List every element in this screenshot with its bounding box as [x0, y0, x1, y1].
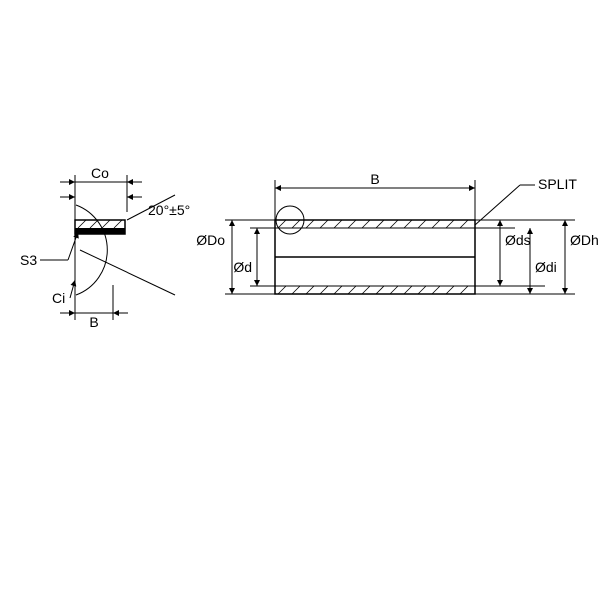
label-d: Ød	[233, 259, 252, 275]
label-b-left: B	[89, 314, 98, 330]
label-split: SPLIT	[538, 176, 577, 192]
hatch-top	[278, 220, 468, 228]
technical-drawing: Co 20°±5° S3 Ci	[0, 0, 600, 600]
label-co: Co	[91, 165, 109, 181]
label-di: Ødi	[535, 259, 557, 275]
label-s3: S3	[20, 252, 37, 268]
black-band	[75, 228, 125, 234]
hatch-bottom	[278, 286, 468, 294]
label-ci: Ci	[52, 290, 65, 306]
label-ds: Øds	[505, 232, 531, 248]
left-section-view: Co 20°±5° S3 Ci	[20, 165, 190, 330]
label-b-right: B	[370, 171, 379, 187]
label-dh: ØDh	[570, 232, 599, 248]
label-angle: 20°±5°	[148, 202, 190, 218]
label-do: ØDo	[196, 232, 225, 248]
right-side-view: SPLIT B ØDo Ød Øds Ødi ØDh	[196, 171, 599, 294]
